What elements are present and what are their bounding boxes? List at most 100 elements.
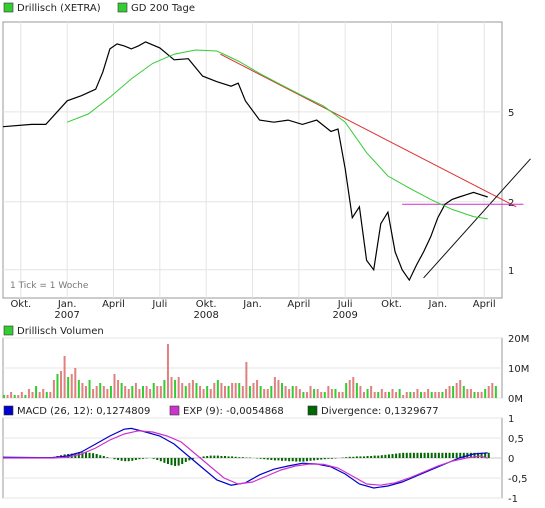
divergence-bar <box>377 455 380 458</box>
divergence-bar <box>313 458 316 461</box>
exp-series-line <box>3 430 488 486</box>
legend-label: GD 200 Tage <box>131 3 195 14</box>
volume-bar <box>330 389 333 398</box>
volume-bar <box>120 383 123 398</box>
x-month-label: Juli <box>337 299 353 310</box>
divergence-bar <box>355 456 358 458</box>
y-tick-label: 0M <box>508 394 523 405</box>
volume-bar <box>320 392 323 398</box>
volume-bar <box>49 392 52 398</box>
volume-bar <box>163 380 166 398</box>
divergence-bar <box>370 456 373 458</box>
legend-label: MACD (26, 12): 0,1274809 <box>17 406 150 417</box>
legend-swatch <box>3 405 14 416</box>
volume-bar <box>213 383 216 398</box>
volume-bar <box>113 374 116 398</box>
volume-bar <box>138 389 141 398</box>
volume-bar <box>127 389 130 398</box>
volume-bar <box>277 380 280 398</box>
divergence-bar <box>131 458 134 461</box>
volume-bar <box>462 386 465 398</box>
volume-bar <box>252 383 255 398</box>
divergence-bar <box>263 458 266 460</box>
volume-bar <box>209 389 212 398</box>
volume-bar <box>366 389 369 398</box>
volume-bar <box>42 389 45 398</box>
volume-bar <box>416 389 419 398</box>
x-month-label: Juli <box>151 299 167 310</box>
divergence-bar <box>484 452 487 458</box>
divergence-bar <box>234 456 237 458</box>
y-tick-label: -1 <box>508 494 518 505</box>
volume-bar <box>20 392 23 398</box>
volume-bar <box>70 374 73 398</box>
volume-bar <box>480 392 483 398</box>
volume-bar <box>102 386 105 398</box>
divergence-bar <box>202 456 205 458</box>
volume-bar <box>227 386 230 398</box>
volume-bar <box>284 386 287 398</box>
volume-bar <box>248 386 251 398</box>
tick-note: 1 Tick = 1 Woche <box>10 281 89 291</box>
volume-bar <box>45 392 48 398</box>
divergence-bar <box>487 452 490 458</box>
volume-bar <box>444 389 447 398</box>
divergence-bar <box>163 458 166 463</box>
divergence-bar <box>188 458 191 461</box>
divergence-bar <box>448 452 451 458</box>
volume-bar <box>459 380 462 398</box>
divergence-bar <box>220 456 223 458</box>
volume-bar <box>305 392 308 398</box>
volume-bar <box>238 383 241 398</box>
divergence-bar <box>206 456 209 458</box>
volume-bar <box>359 386 362 398</box>
volume-bar <box>387 392 390 398</box>
divergence-bar <box>480 452 483 458</box>
divergence-bar <box>259 458 262 459</box>
divergence-bar <box>423 452 426 458</box>
divergence-bar <box>398 453 401 458</box>
divergence-bar <box>359 456 362 458</box>
divergence-bar <box>134 458 137 460</box>
legend-label: Drillisch Volumen <box>17 326 104 337</box>
volume-bar <box>131 386 134 398</box>
volume-bar <box>448 386 451 398</box>
y-tick-label: 2 <box>508 198 514 209</box>
divergence-bar <box>174 458 177 466</box>
volume-bar <box>256 380 259 398</box>
volume-bar <box>466 389 469 398</box>
divergence-bar <box>295 458 298 462</box>
y-tick-label: 0 <box>508 454 514 465</box>
volume-bar <box>398 389 401 398</box>
divergence-bar <box>420 452 423 458</box>
divergence-bar <box>177 458 180 466</box>
divergence-bar <box>437 452 440 458</box>
volume-bar <box>6 395 9 398</box>
volume-bar <box>441 392 444 398</box>
volume-bar <box>420 392 423 398</box>
volume-bar <box>473 392 476 398</box>
volume-bar <box>384 392 387 398</box>
volume-bar <box>99 383 102 398</box>
volume-bar <box>84 386 87 398</box>
y-tick-label: 0,5 <box>508 434 524 445</box>
trend-line <box>220 53 517 208</box>
divergence-bar <box>92 453 95 458</box>
x-month-label: April <box>287 299 310 310</box>
divergence-bar <box>159 458 162 462</box>
volume-bar <box>291 386 294 398</box>
x-month-label: Okt. <box>381 299 402 310</box>
divergence-bar <box>366 456 369 458</box>
divergence-bar <box>99 455 102 458</box>
volume-bar <box>345 383 348 398</box>
divergence-bar <box>395 453 398 458</box>
volume-bar <box>434 392 437 398</box>
divergence-bar <box>142 458 145 459</box>
volume-bar <box>437 392 440 398</box>
volume-bar <box>156 386 159 398</box>
divergence-bar <box>441 452 444 458</box>
macd-series-line <box>2 427 488 489</box>
divergence-bar <box>477 452 480 458</box>
legend-label: EXP (9): -0,0054868 <box>183 406 284 417</box>
divergence-bar <box>231 456 234 458</box>
